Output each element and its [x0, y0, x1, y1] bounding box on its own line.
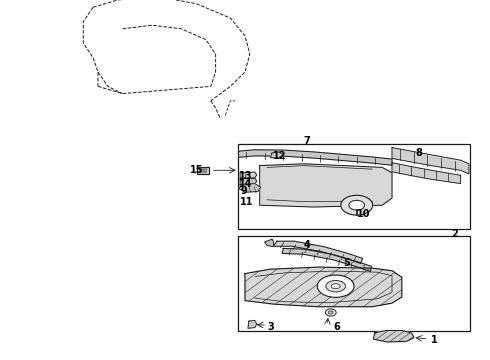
Ellipse shape [341, 195, 372, 215]
Polygon shape [239, 150, 392, 165]
Text: 12: 12 [273, 151, 287, 161]
Text: 1: 1 [431, 335, 438, 345]
Polygon shape [282, 248, 371, 271]
Polygon shape [197, 167, 209, 174]
Polygon shape [265, 239, 273, 247]
Polygon shape [240, 172, 257, 179]
Ellipse shape [349, 200, 365, 210]
Text: 13: 13 [239, 171, 253, 181]
Polygon shape [248, 320, 257, 328]
Text: 11: 11 [240, 197, 254, 207]
Ellipse shape [326, 280, 345, 292]
Ellipse shape [325, 309, 336, 316]
Bar [238, 144, 470, 229]
Polygon shape [260, 164, 392, 207]
Polygon shape [199, 168, 206, 172]
Text: 2: 2 [451, 229, 458, 239]
Polygon shape [240, 178, 257, 185]
Text: 9: 9 [240, 186, 247, 196]
Polygon shape [273, 241, 363, 264]
Ellipse shape [328, 311, 333, 314]
Text: 3: 3 [267, 321, 274, 332]
Polygon shape [239, 184, 261, 192]
Bar [238, 236, 470, 331]
Polygon shape [373, 330, 414, 342]
Polygon shape [240, 185, 251, 189]
Polygon shape [392, 148, 469, 174]
Polygon shape [245, 267, 402, 307]
Ellipse shape [331, 284, 340, 289]
Text: 6: 6 [333, 321, 340, 332]
Text: 8: 8 [416, 148, 422, 158]
Text: 4: 4 [304, 240, 311, 250]
Polygon shape [270, 152, 283, 158]
Text: 15: 15 [190, 165, 204, 175]
Text: 7: 7 [304, 136, 311, 146]
Text: 14: 14 [239, 179, 253, 189]
Polygon shape [392, 163, 461, 184]
Text: 5: 5 [343, 258, 350, 268]
Ellipse shape [318, 275, 354, 297]
Text: 10: 10 [357, 209, 370, 219]
